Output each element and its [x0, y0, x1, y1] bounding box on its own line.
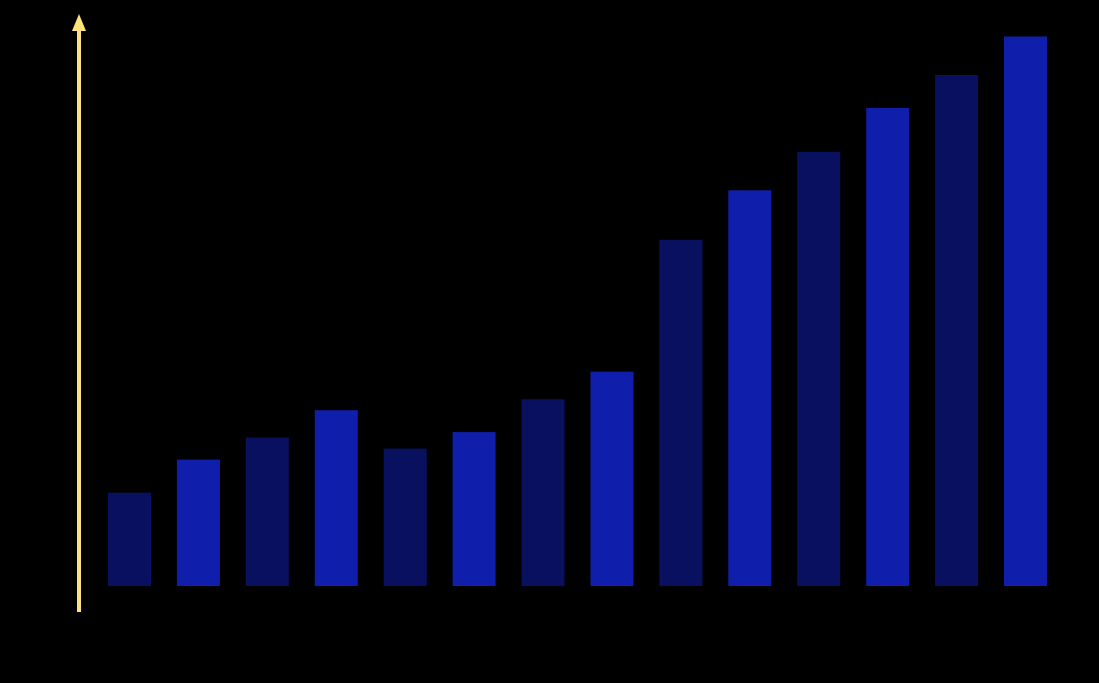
- bar-5: [383, 448, 427, 586]
- bar-8: [590, 371, 634, 586]
- bar-12: [866, 107, 910, 587]
- bar-9: [659, 239, 703, 587]
- y-axis-arrowhead-icon: [72, 14, 86, 31]
- bar-7: [521, 399, 565, 586]
- bar-4: [314, 410, 358, 586]
- bar-14: [1004, 36, 1047, 586]
- bar-13: [935, 75, 979, 586]
- bar-6: [452, 432, 496, 586]
- bar-1: [108, 492, 151, 586]
- bar-3: [245, 437, 289, 586]
- bar-11: [797, 151, 841, 586]
- bars-group: [108, 36, 1047, 587]
- bar-10: [728, 190, 772, 587]
- bar-2: [176, 459, 220, 586]
